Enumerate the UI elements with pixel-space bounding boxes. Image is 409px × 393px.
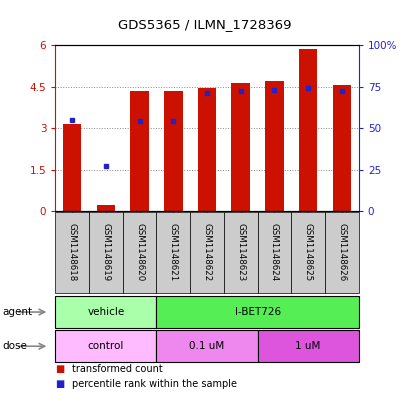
Text: GSM1148624: GSM1148624: [269, 223, 278, 282]
Bar: [291, 212, 324, 293]
Text: I-BET726: I-BET726: [234, 307, 280, 317]
Bar: [332, 85, 350, 211]
Text: ■: ■: [55, 364, 65, 374]
Text: vehicle: vehicle: [87, 307, 124, 317]
Bar: [190, 212, 223, 293]
Bar: [298, 48, 317, 211]
Bar: [156, 330, 257, 362]
Bar: [89, 212, 122, 293]
Text: agent: agent: [2, 307, 32, 317]
Text: dose: dose: [2, 341, 27, 351]
Text: GSM1148618: GSM1148618: [67, 223, 76, 282]
Text: GSM1148623: GSM1148623: [236, 223, 245, 282]
Bar: [164, 91, 182, 211]
Bar: [55, 212, 89, 293]
Text: 1 uM: 1 uM: [295, 341, 320, 351]
Bar: [130, 91, 148, 211]
Bar: [257, 212, 291, 293]
Bar: [231, 83, 249, 211]
Bar: [197, 88, 216, 211]
Text: GSM1148621: GSM1148621: [169, 223, 178, 282]
Bar: [97, 205, 115, 211]
Bar: [223, 212, 257, 293]
Bar: [257, 330, 358, 362]
Text: GSM1148622: GSM1148622: [202, 223, 211, 282]
Bar: [156, 212, 190, 293]
Bar: [55, 296, 156, 328]
Text: GDS5365 / ILMN_1728369: GDS5365 / ILMN_1728369: [118, 18, 291, 31]
Text: GSM1148619: GSM1148619: [101, 224, 110, 281]
Bar: [63, 124, 81, 211]
Text: ■: ■: [55, 379, 65, 389]
Bar: [122, 212, 156, 293]
Text: percentile rank within the sample: percentile rank within the sample: [72, 379, 236, 389]
Bar: [265, 81, 283, 211]
Text: control: control: [88, 341, 124, 351]
Text: GSM1148620: GSM1148620: [135, 223, 144, 282]
Text: transformed count: transformed count: [72, 364, 162, 374]
Bar: [156, 296, 358, 328]
Text: GSM1148626: GSM1148626: [337, 223, 346, 282]
Bar: [324, 212, 358, 293]
Text: 0.1 uM: 0.1 uM: [189, 341, 224, 351]
Text: GSM1148625: GSM1148625: [303, 223, 312, 282]
Bar: [55, 330, 156, 362]
